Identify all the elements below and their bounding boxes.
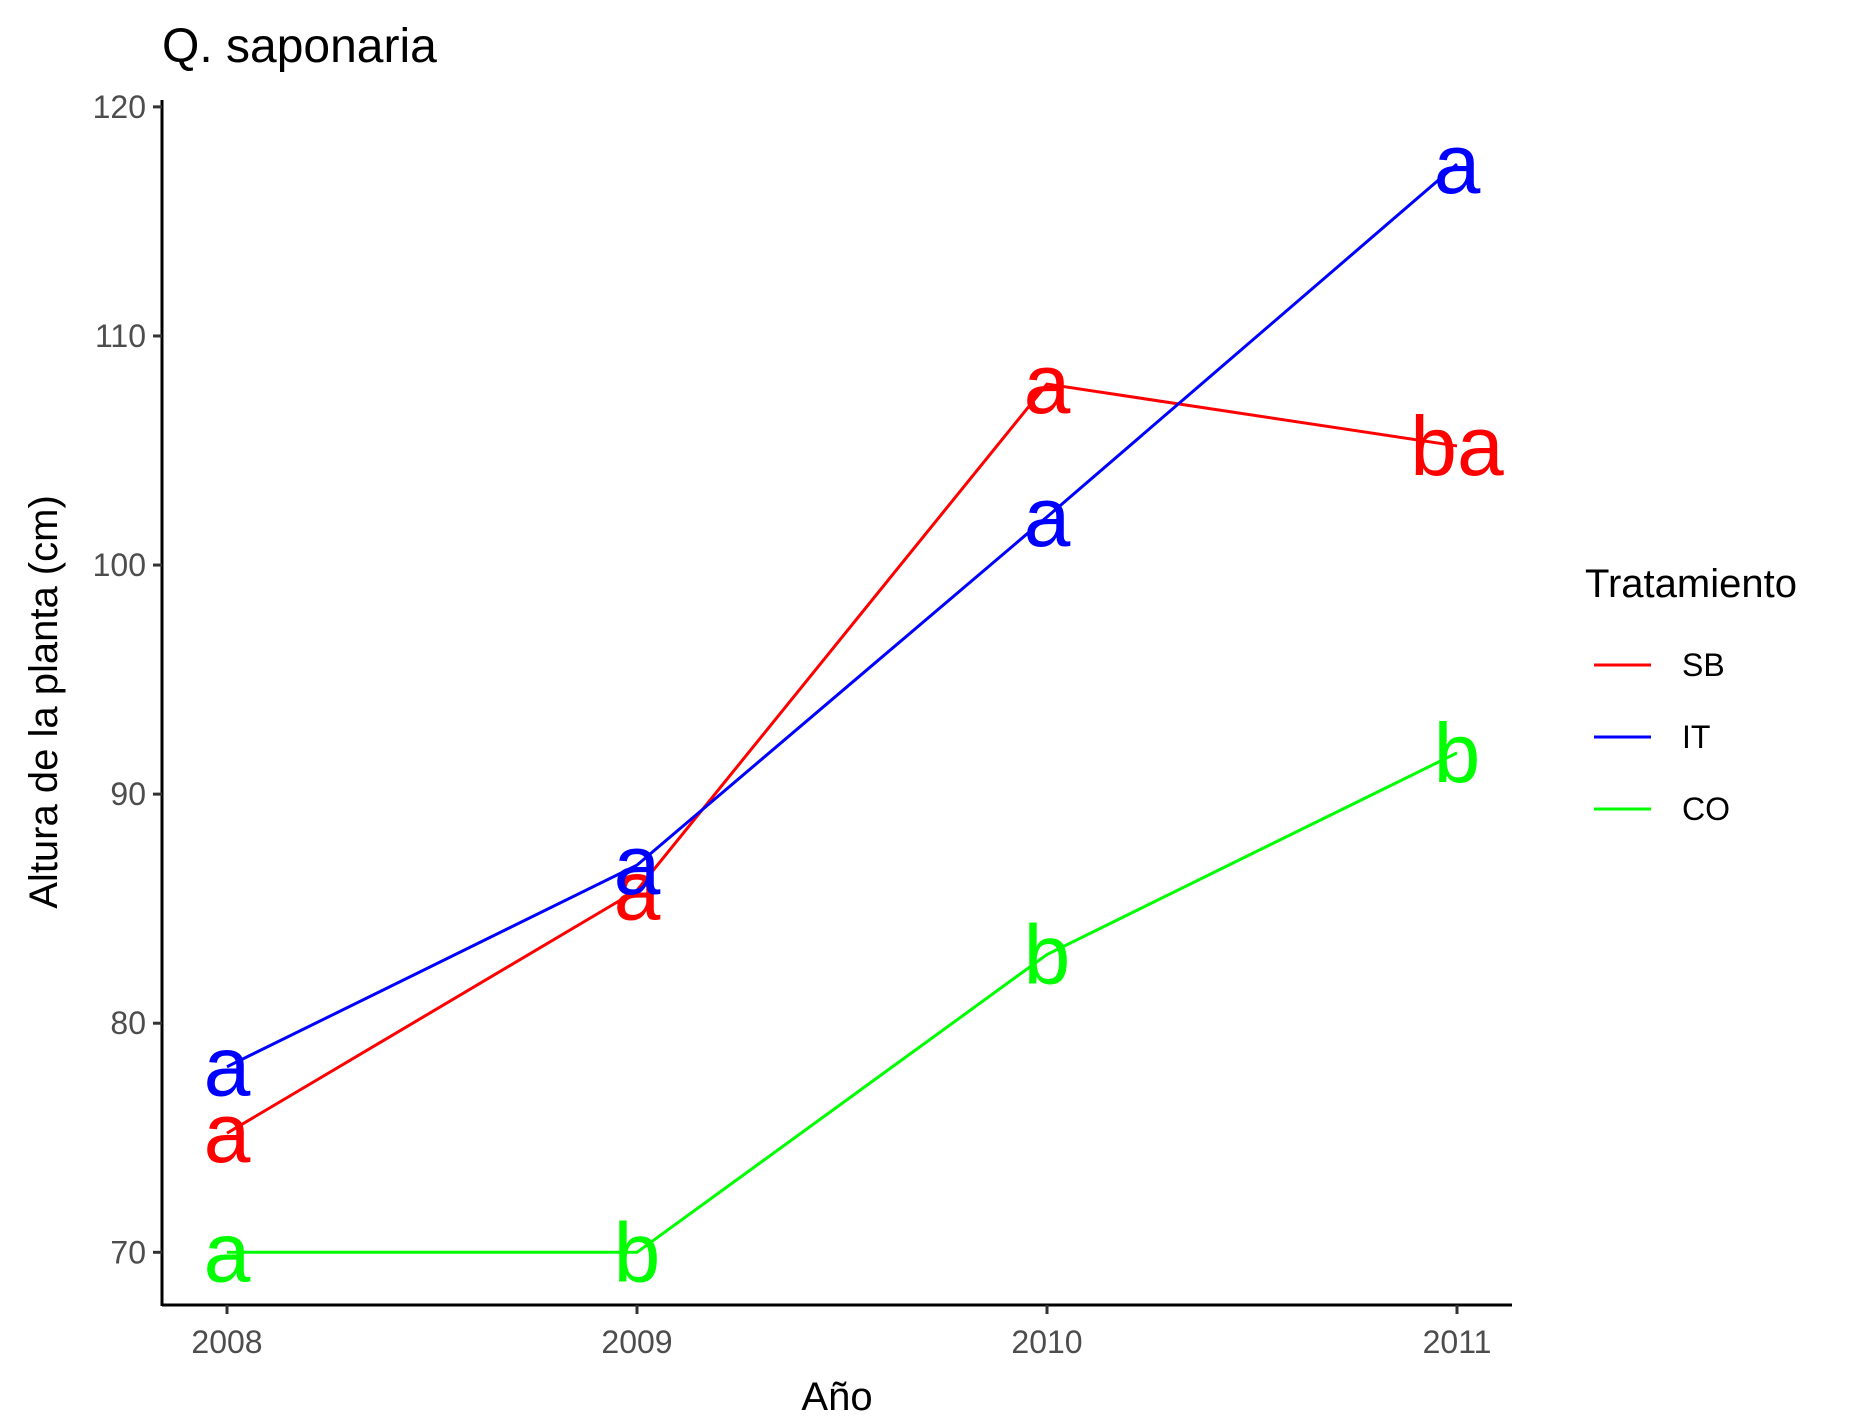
legend-items: SB IT CO [1594, 647, 1730, 827]
point-label-it: a [204, 1020, 251, 1114]
x-tick-label: 2011 [1423, 1324, 1492, 1360]
point-label-co: b [1024, 907, 1071, 1001]
x-axis-title: Año [801, 1375, 872, 1419]
point-label-sb: a [614, 843, 661, 937]
series-line-sb [226, 382, 1458, 1135]
point-label-sb: ba [1410, 399, 1504, 493]
point-label-sb: a [204, 1086, 251, 1180]
y-tick-label: 110 [95, 318, 146, 354]
point-label-co: b [614, 1205, 661, 1299]
y-tick-label: 120 [93, 89, 146, 125]
point-label-sb: a [1024, 337, 1071, 431]
point-label-it: a [1434, 117, 1481, 211]
x-tick-label: 2009 [601, 1324, 672, 1360]
series-line-it [226, 163, 1458, 1069]
chart-title: Q. saponaria [162, 20, 437, 73]
legend: Tratamiento SB IT CO [1585, 562, 1797, 827]
y-ticks: 70 80 90 100 110 120 [93, 89, 162, 1270]
point-label-it: a [614, 818, 661, 912]
x-tick-label: 2008 [191, 1324, 262, 1360]
x-tick-label: 2010 [1011, 1324, 1082, 1360]
point-label-it: a [1024, 470, 1071, 564]
legend-label-it: IT [1682, 719, 1710, 755]
point-label-co: b [1434, 706, 1481, 800]
y-tick-label: 100 [93, 547, 146, 583]
y-axis-title: Altura de la planta (cm) [22, 495, 66, 909]
y-tick-label: 70 [110, 1234, 146, 1270]
point-label-co: a [204, 1205, 251, 1299]
y-tick-label: 80 [110, 1005, 146, 1041]
y-tick-label: 90 [110, 776, 146, 812]
series-lines [226, 163, 1458, 1254]
x-ticks: 2008 2009 2010 2011 [191, 1305, 1491, 1360]
series-line-co [227, 751, 1458, 1254]
legend-title: Tratamiento [1585, 562, 1797, 606]
legend-label-sb: SB [1682, 647, 1725, 683]
legend-label-co: CO [1682, 791, 1730, 827]
